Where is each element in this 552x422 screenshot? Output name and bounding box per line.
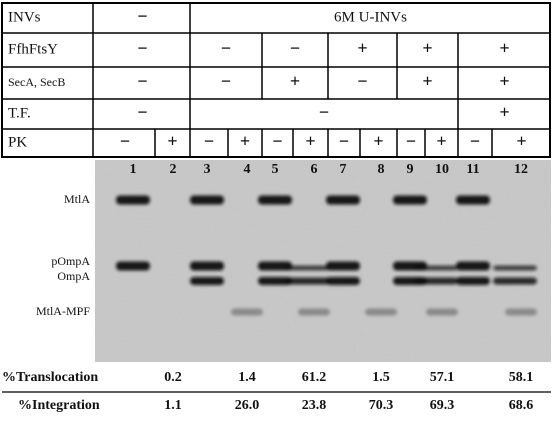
cell: − xyxy=(357,71,367,91)
lane-number: 9 xyxy=(407,162,414,177)
cell: − xyxy=(470,131,480,151)
lane-number: 5 xyxy=(272,162,279,177)
result-value: 68.6 xyxy=(509,398,534,413)
cell: − xyxy=(272,131,282,151)
cell: + xyxy=(436,131,446,151)
cell: 6M U-INVs xyxy=(334,9,407,25)
band xyxy=(258,196,292,205)
band xyxy=(414,278,458,285)
result-value: 57.1 xyxy=(430,370,455,385)
band-label: pOmpA xyxy=(51,254,90,268)
result-value: 26.0 xyxy=(235,398,260,413)
band xyxy=(326,262,360,271)
band xyxy=(493,266,537,271)
lane-number: 11 xyxy=(466,162,479,177)
band xyxy=(393,196,427,205)
cell: − xyxy=(137,102,147,122)
figure: INVs−6M U-INVsFfhFtsY−−−+++SecA, SecB−−+… xyxy=(0,0,552,417)
cell: + xyxy=(290,71,300,91)
lane-number: 12 xyxy=(514,162,528,177)
row-label: SecA, SecB xyxy=(8,75,65,89)
gel-grain xyxy=(95,160,551,362)
band xyxy=(298,309,330,316)
result-value: 1.1 xyxy=(164,398,182,413)
lane-number: 10 xyxy=(435,162,449,177)
band xyxy=(493,278,537,285)
cell: + xyxy=(422,38,432,58)
cell: + xyxy=(499,71,509,91)
lane-number: 6 xyxy=(311,162,318,177)
result-value: 0.2 xyxy=(164,370,182,385)
band xyxy=(365,309,397,316)
cell: + xyxy=(305,131,315,151)
result-label: %Integration xyxy=(18,398,100,413)
cell: − xyxy=(221,71,231,91)
result-value: 23.8 xyxy=(302,398,327,413)
band xyxy=(505,309,537,316)
cell: + xyxy=(499,38,509,58)
band xyxy=(286,266,330,271)
band xyxy=(456,277,490,285)
band-label: MtlA xyxy=(64,192,90,206)
band xyxy=(190,196,224,205)
band xyxy=(326,196,360,205)
row-label: INVs xyxy=(8,9,41,25)
lane-number: 2 xyxy=(170,162,177,177)
band xyxy=(190,277,224,285)
result-value: 1.5 xyxy=(372,370,390,385)
cell: − xyxy=(204,131,214,151)
result-value: 1.4 xyxy=(238,370,256,385)
band xyxy=(456,262,490,271)
band xyxy=(190,262,224,271)
band xyxy=(326,277,360,285)
band xyxy=(231,309,263,316)
cell: − xyxy=(137,71,147,91)
band xyxy=(286,278,330,285)
band xyxy=(456,196,490,205)
row-label: T.F. xyxy=(8,105,31,121)
cell: − xyxy=(137,6,147,26)
row-label: FfhFtsY xyxy=(8,41,58,57)
result-value: 69.3 xyxy=(430,398,455,413)
lane-number: 7 xyxy=(340,162,347,177)
band-label: MtlA-MPF xyxy=(36,304,90,318)
cell: − xyxy=(290,38,300,58)
cell: − xyxy=(120,131,130,151)
result-value: 58.1 xyxy=(509,370,534,385)
cell: − xyxy=(339,131,349,151)
lane-number: 4 xyxy=(244,162,251,177)
band xyxy=(426,309,458,316)
cell: + xyxy=(240,131,250,151)
band xyxy=(116,262,150,271)
cell: + xyxy=(357,38,367,58)
cell: + xyxy=(499,102,509,122)
cell: + xyxy=(516,131,526,151)
lane-number: 1 xyxy=(130,162,137,177)
cell: + xyxy=(167,131,177,151)
cell: − xyxy=(319,102,329,122)
cell: − xyxy=(406,131,416,151)
cell: + xyxy=(373,131,383,151)
cell: − xyxy=(221,38,231,58)
band-label: OmpA xyxy=(57,269,90,283)
lane-number: 8 xyxy=(378,162,385,177)
lane-number: 3 xyxy=(204,162,211,177)
cell: + xyxy=(422,71,432,91)
band xyxy=(116,196,150,205)
result-value: 61.2 xyxy=(302,370,327,385)
cell: − xyxy=(137,38,147,58)
result-value: 70.3 xyxy=(369,398,394,413)
row-label: PK xyxy=(8,134,27,150)
result-label: %Translocation xyxy=(2,370,98,385)
band xyxy=(414,266,458,271)
